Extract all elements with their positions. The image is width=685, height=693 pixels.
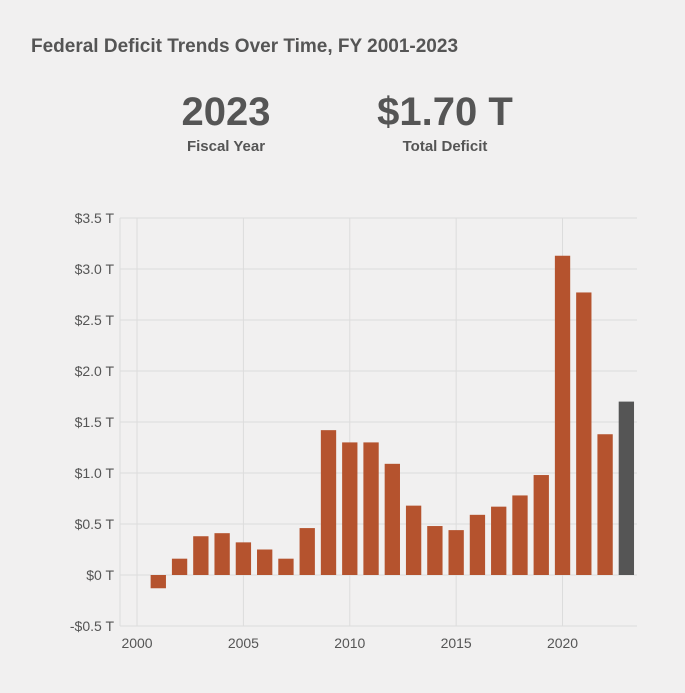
bar-2002 bbox=[171, 558, 188, 575]
y-tick-label: $3.5 T bbox=[75, 210, 115, 226]
bar-2023 bbox=[618, 401, 635, 575]
bar-2022 bbox=[597, 434, 613, 575]
y-tick-label: -$0.5 T bbox=[70, 618, 115, 634]
bar-2012 bbox=[384, 463, 400, 575]
kpi-fiscal-year-label: Fiscal Year bbox=[186, 138, 266, 155]
x-tick-label: 2005 bbox=[228, 635, 259, 651]
bar-2017 bbox=[491, 506, 507, 575]
bar-2014 bbox=[427, 526, 443, 575]
y-tick-label: $1.0 T bbox=[75, 465, 115, 481]
x-tick-label: 2000 bbox=[121, 635, 152, 651]
bar-2009 bbox=[320, 430, 337, 575]
bar-2019 bbox=[533, 475, 549, 575]
bar-2021 bbox=[576, 292, 592, 575]
y-tick-label: $3.0 T bbox=[75, 261, 115, 277]
bar-2015 bbox=[448, 530, 464, 575]
chart-title: Federal Deficit Trends Over Time, FY 200… bbox=[31, 36, 459, 57]
bar-2005 bbox=[235, 542, 252, 575]
bar-2001 bbox=[150, 575, 166, 589]
bar-2020 bbox=[554, 255, 571, 576]
bar-2011 bbox=[363, 442, 379, 575]
bar-2010 bbox=[342, 442, 358, 575]
bar-2007 bbox=[278, 558, 294, 575]
y-tick-label: $1.5 T bbox=[75, 414, 115, 430]
x-tick-label: 2010 bbox=[334, 635, 365, 651]
y-tick-label: $2.0 T bbox=[75, 363, 115, 379]
bar-2006 bbox=[257, 549, 273, 575]
x-tick-label: 2020 bbox=[547, 635, 578, 651]
bar-2003 bbox=[193, 536, 209, 575]
bar-2013 bbox=[405, 505, 422, 575]
kpi-fiscal-year-value: 2023 bbox=[181, 90, 271, 134]
y-tick-label: $2.5 T bbox=[75, 312, 115, 328]
y-tick-label: $0 T bbox=[86, 567, 114, 583]
kpi-total-deficit-value: $1.70 T bbox=[377, 90, 513, 134]
bar-2018 bbox=[512, 495, 528, 575]
kpi-fiscal-year: 2023 Fiscal Year bbox=[166, 90, 286, 155]
kpi-total-deficit-label: Total Deficit bbox=[402, 138, 488, 155]
x-tick-label: 2015 bbox=[441, 635, 472, 651]
x-axis-ticks: 2000 2005 2010 2015 2020 bbox=[121, 635, 578, 651]
y-tick-label: $0.5 T bbox=[75, 516, 115, 532]
y-axis-ticks: -$0.5 T $0 T $0.5 T $1.0 T $1.5 T $2.0 T $2.5 … bbox=[70, 210, 115, 634]
kpi-total-deficit: $1.70 T Total Deficit bbox=[365, 90, 525, 155]
chart-bars bbox=[150, 255, 635, 589]
bar-2004 bbox=[214, 533, 230, 575]
bar-2008 bbox=[299, 528, 315, 575]
bar-2016 bbox=[469, 514, 486, 575]
